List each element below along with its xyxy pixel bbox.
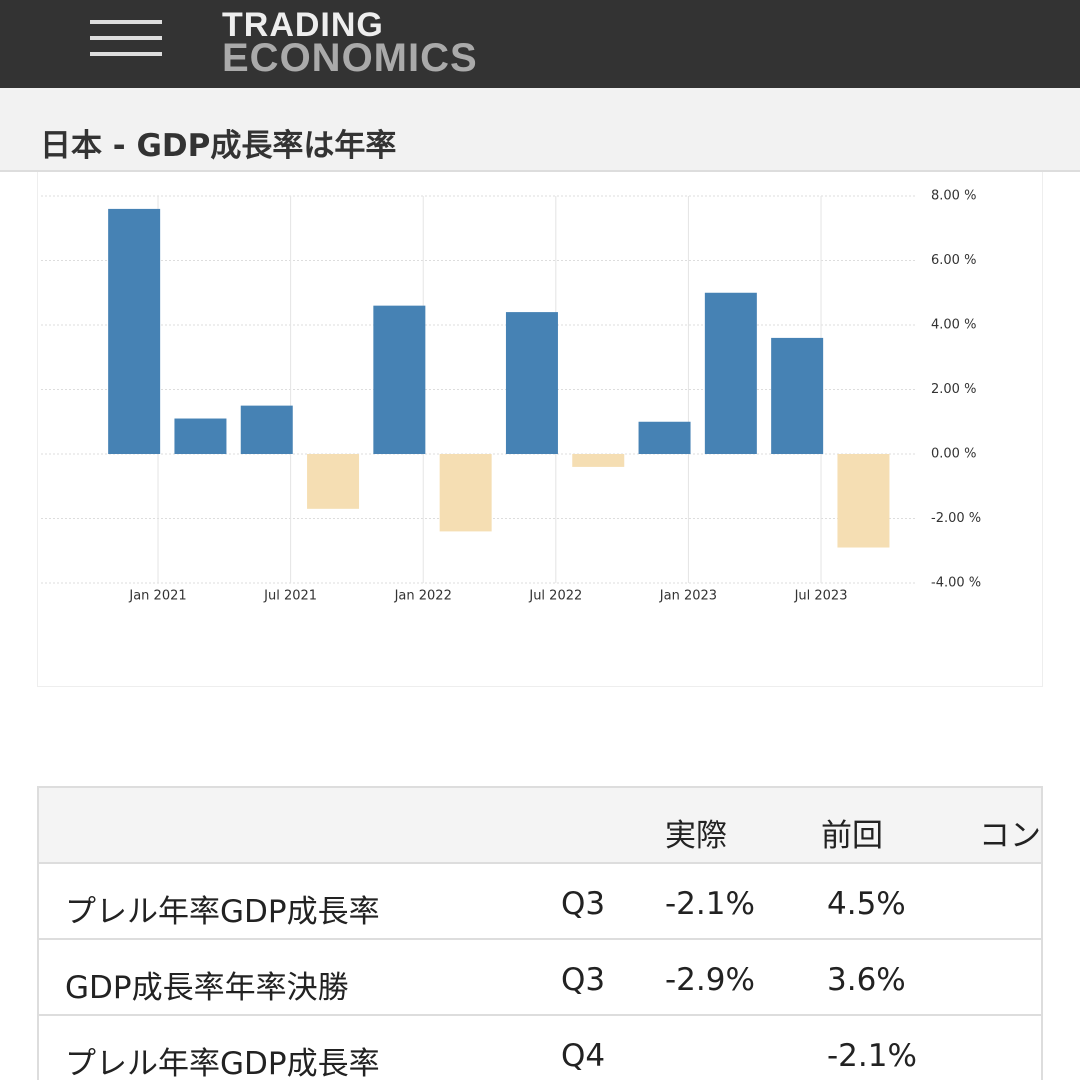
table-cell: 4.5% bbox=[827, 886, 906, 922]
table-row[interactable]: GDP成長率年率決勝 Q3 -2.9% 3.6% bbox=[39, 940, 1041, 1016]
bar bbox=[505, 312, 558, 454]
bar bbox=[771, 337, 824, 454]
table-cell: -2.9% bbox=[665, 962, 755, 998]
table-cell: 前回 bbox=[821, 818, 883, 854]
y-tick-label: 8.00 % bbox=[931, 189, 976, 204]
menu-icon[interactable] bbox=[90, 36, 162, 40]
menu-icon[interactable] bbox=[90, 20, 162, 24]
table-cell: GDP成長率年率決勝 bbox=[65, 970, 349, 1006]
page-title: 日本 - GDP成長率は年率 bbox=[40, 128, 397, 164]
y-tick-label: 4.00 % bbox=[931, 318, 976, 333]
title-bar: 日本 - GDP成長率は年率 bbox=[0, 88, 1080, 172]
x-tick-label: Jul 2021 bbox=[263, 589, 317, 604]
table-header: 実際 前回 コンセンサス bbox=[39, 788, 1041, 864]
table-cell: Q4 bbox=[561, 1038, 606, 1074]
bar bbox=[572, 454, 625, 467]
bar bbox=[439, 454, 492, 532]
y-tick-label: -4.00 % bbox=[931, 576, 981, 591]
table-cell: 実際 bbox=[665, 818, 727, 854]
y-tick-label: 2.00 % bbox=[931, 382, 976, 397]
chart-box: -4.00 % -2.00 % 0.00 % 2.00 % 4.00 % 6.00 % 8.… bbox=[37, 172, 1043, 687]
logo[interactable]: ECONOMICS bbox=[222, 36, 478, 80]
table-cell: -2.1% bbox=[665, 886, 755, 922]
x-tick-label: Jan 2022 bbox=[394, 589, 452, 604]
bar bbox=[837, 454, 890, 548]
table-cell: -2.1% bbox=[827, 1038, 917, 1074]
x-tick-label: Jul 2022 bbox=[528, 589, 582, 604]
bar bbox=[108, 208, 161, 454]
bar bbox=[704, 292, 757, 454]
x-tick-label: Jan 2021 bbox=[128, 589, 186, 604]
table-row[interactable]: プレル年率GDP成長率 Q3 -2.1% 4.5% bbox=[39, 864, 1041, 940]
x-tick-label: Jan 2023 bbox=[659, 589, 717, 604]
bar bbox=[638, 421, 691, 454]
x-tick-label: Jul 2023 bbox=[794, 589, 848, 604]
table-row[interactable]: プレル年率GDP成長率 Q4 -2.1% bbox=[39, 1016, 1041, 1080]
logo[interactable]: TRADING bbox=[222, 6, 384, 44]
table-cell: Q3 bbox=[561, 886, 606, 922]
y-tick-label: -2.00 % bbox=[931, 511, 981, 526]
y-tick-label: 0.00 % bbox=[931, 447, 976, 462]
top-bar: TRADING ECONOMICS bbox=[0, 0, 1080, 88]
bar bbox=[373, 305, 426, 454]
table-cell: Q3 bbox=[561, 962, 606, 998]
bar bbox=[174, 418, 227, 454]
chart: -4.00 % -2.00 % 0.00 % 2.00 % 4.00 % 6.00 % 8.… bbox=[41, 189, 981, 604]
menu-icon[interactable] bbox=[90, 52, 162, 56]
table-cell: プレル年率GDP成長率 bbox=[65, 1046, 380, 1080]
bar bbox=[307, 454, 360, 509]
y-tick-label: 6.00 % bbox=[931, 253, 976, 268]
table-cell: コンセンサス bbox=[979, 818, 1041, 854]
table-cell: プレル年率GDP成長率 bbox=[65, 894, 380, 930]
table-cell: 3.6% bbox=[827, 962, 906, 998]
bar bbox=[240, 405, 293, 454]
table: 実際 前回 コンセンサス プレル年率GDP成長率 Q3 -2.1% 4.5% GDP成長率年… bbox=[37, 786, 1043, 1080]
